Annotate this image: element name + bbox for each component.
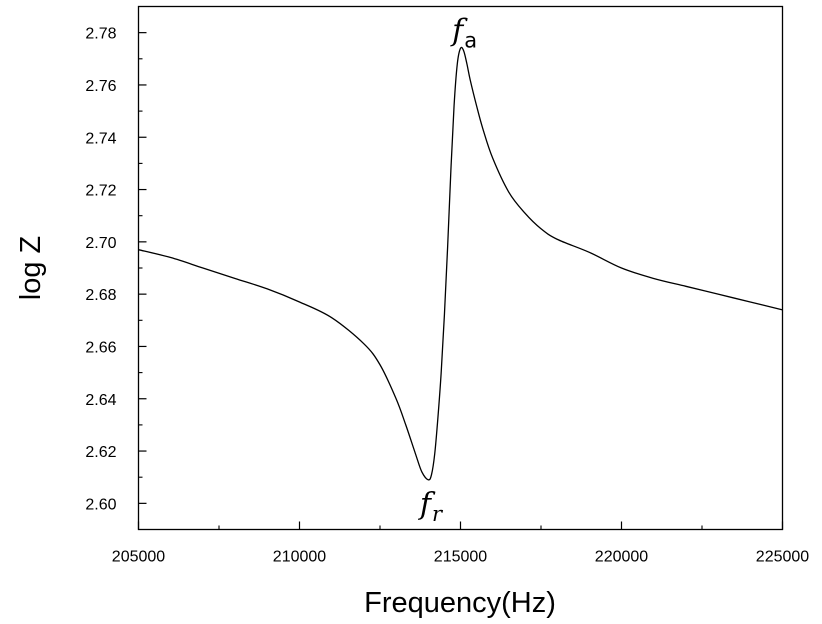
x-tick-label: 210000 <box>273 549 326 566</box>
x-axis-title: Frequency(Hz) <box>364 587 556 619</box>
plot-frame <box>137 5 784 531</box>
annotations: fa fr <box>418 13 477 525</box>
annotation-fa: fa <box>450 13 477 52</box>
y-tick-label: 2.74 <box>85 130 116 147</box>
x-tick-label: 220000 <box>595 549 648 566</box>
y-axis-title: log Z <box>15 236 47 300</box>
y-axis-tick-labels: 2.60 2.62 2.64 2.66 2.68 2.70 2.72 2.74 2.76 2.78 <box>85 26 116 514</box>
x-axis-tick-labels: 205000 210000 215000 220000 225000 <box>112 549 809 566</box>
y-tick-label: 2.78 <box>85 26 116 43</box>
x-tick-label: 205000 <box>112 549 165 566</box>
x-tick-label: 225000 <box>756 549 809 566</box>
impedance-curve <box>138 46 783 481</box>
y-tick-label: 2.64 <box>85 392 116 409</box>
x-axis-ticks <box>137 521 784 530</box>
y-tick-label: 2.62 <box>85 444 116 461</box>
y-tick-label: 2.72 <box>85 183 116 200</box>
y-tick-label: 2.68 <box>85 287 116 304</box>
x-tick-label: 215000 <box>434 549 487 566</box>
y-tick-label: 2.66 <box>85 339 116 356</box>
y-tick-label: 2.76 <box>85 78 116 95</box>
y-axis-ticks <box>138 32 147 504</box>
annotation-fr: fr <box>418 487 444 526</box>
y-tick-label: 2.70 <box>85 235 116 252</box>
y-tick-label: 2.60 <box>85 496 116 513</box>
